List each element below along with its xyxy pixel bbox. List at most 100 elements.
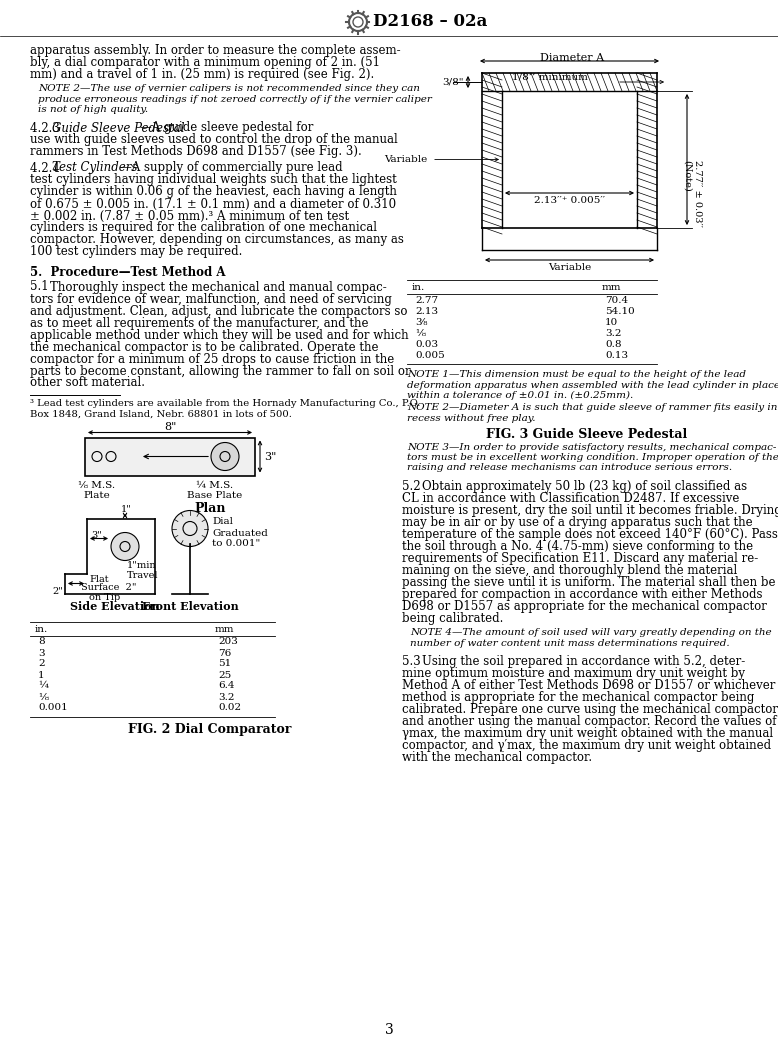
Text: tors for evidence of wear, malfunction, and need of servicing: tors for evidence of wear, malfunction, … (30, 293, 392, 305)
Text: ³ Lead test cylinders are available from the Hornady Manufacturing Co., P.O.: ³ Lead test cylinders are available from… (30, 400, 420, 408)
Text: and adjustment. Clean, adjust, and lubricate the compactors so: and adjustment. Clean, adjust, and lubri… (30, 305, 408, 318)
Text: bly, a dial comparator with a minimum opening of 2 in. (51: bly, a dial comparator with a minimum op… (30, 56, 380, 69)
Text: Side Elevation: Side Elevation (70, 602, 159, 612)
Text: Box 1848, Grand Island, Nebr. 68801 in lots of 500.: Box 1848, Grand Island, Nebr. 68801 in l… (30, 409, 292, 418)
Text: 2.13′′⁺ 0.005′′: 2.13′′⁺ 0.005′′ (534, 196, 605, 205)
Text: Plate: Plate (83, 490, 110, 500)
Text: 10: 10 (605, 318, 619, 327)
Text: Flat: Flat (89, 575, 109, 584)
Text: other soft material.: other soft material. (30, 377, 145, 389)
Text: 3: 3 (38, 649, 44, 658)
Text: 3": 3" (91, 531, 102, 539)
Text: within a tolerance of ±0.01 in. (±0.25mm).: within a tolerance of ±0.01 in. (±0.25mm… (407, 391, 633, 400)
Text: 3/8": 3/8" (443, 77, 464, 86)
Text: 1/8’’ minimum: 1/8’’ minimum (512, 72, 588, 81)
Text: in.: in. (35, 625, 48, 634)
Text: produce erroneous readings if not zeroed correctly of if the vernier caliper: produce erroneous readings if not zeroed… (38, 95, 432, 103)
Text: 0.03: 0.03 (415, 340, 438, 349)
Text: Front Elevation: Front Elevation (142, 602, 238, 612)
Bar (85, 437, 255, 476)
Text: may be in air or by use of a drying apparatus such that the: may be in air or by use of a drying appa… (402, 516, 752, 529)
Text: 4.2.4: 4.2.4 (30, 161, 64, 175)
Text: NOTE 2—Diameter A is such that guide sleeve of rammer fits easily into: NOTE 2—Diameter A is such that guide sle… (407, 404, 778, 412)
Text: 54.10: 54.10 (605, 307, 635, 316)
Text: of 0.675 ± 0.005 in. (17.1 ± 0.1 mm) and a diameter of 0.310: of 0.675 ± 0.005 in. (17.1 ± 0.1 mm) and… (30, 198, 396, 210)
Text: mm) and a travel of 1 in. (25 mm) is required (see Fig. 2).: mm) and a travel of 1 in. (25 mm) is req… (30, 68, 374, 81)
Text: ± 0.002 in. (7.87 ± 0.05 mm).³ A minimum of ten test: ± 0.002 in. (7.87 ± 0.05 mm).³ A minimum… (30, 209, 349, 223)
Text: ¼: ¼ (38, 682, 48, 690)
Text: use with guide sleeves used to control the drop of the manual: use with guide sleeves used to control t… (30, 133, 398, 147)
Text: on Tip: on Tip (89, 593, 121, 603)
Text: compactor, and γ′max, the maximum dry unit weight obtained: compactor, and γ′max, the maximum dry un… (402, 739, 771, 752)
Text: mm: mm (215, 625, 234, 634)
Text: requirements of Specification E11. Discard any material re-: requirements of Specification E11. Disca… (402, 552, 759, 565)
Text: CL in accordance with Classification D2487. If excessive: CL in accordance with Classification D24… (402, 492, 739, 505)
Text: γmax, the maximum dry unit weight obtained with the manual: γmax, the maximum dry unit weight obtain… (402, 727, 773, 740)
Text: maining on the sieve, and thoroughly blend the material: maining on the sieve, and thoroughly ble… (402, 564, 738, 577)
Text: Test Cylinders: Test Cylinders (52, 161, 138, 175)
Text: Plan: Plan (194, 503, 226, 515)
Text: ⅛ M.S.: ⅛ M.S. (79, 481, 116, 489)
Text: 3": 3" (264, 452, 276, 461)
Text: 5.  Procedure—Test Method A: 5. Procedure—Test Method A (30, 265, 226, 279)
Text: applicable method under which they will be used and for which: applicable method under which they will … (30, 329, 408, 341)
Text: 0.02: 0.02 (218, 704, 241, 712)
Text: recess without free play.: recess without free play. (407, 414, 535, 423)
Text: 3⁄₈: 3⁄₈ (415, 318, 427, 327)
Text: temperature of the sample does not exceed 140°F (60°C). Pass: temperature of the sample does not excee… (402, 528, 778, 541)
Text: is not of high quality.: is not of high quality. (38, 105, 148, 115)
Text: number of water content unit mass determinations required.: number of water content unit mass determ… (410, 638, 730, 648)
Text: 3.2: 3.2 (218, 692, 234, 702)
Text: raising and release mechanisms can introduce serious errors.: raising and release mechanisms can intro… (407, 463, 732, 473)
Text: D2168 – 02a: D2168 – 02a (373, 14, 487, 30)
Text: Obtain approximately 50 lb (23 kg) of soil classified as: Obtain approximately 50 lb (23 kg) of so… (422, 480, 747, 493)
Text: mine optimum moisture and maximum dry unit weight by: mine optimum moisture and maximum dry un… (402, 667, 745, 680)
Text: 8": 8" (164, 423, 176, 432)
Text: parts to become constant, allowing the rammer to fall on soil or: parts to become constant, allowing the r… (30, 364, 411, 378)
Text: 5.3: 5.3 (402, 655, 421, 668)
Text: deformation apparatus when assembled with the lead cylinder in place,: deformation apparatus when assembled wit… (407, 381, 778, 389)
Text: 2.77: 2.77 (415, 296, 438, 305)
Text: and another using the manual compactor. Record the values of: and another using the manual compactor. … (402, 715, 776, 728)
Text: 100 test cylinders may be required.: 100 test cylinders may be required. (30, 246, 243, 258)
Text: 2.13: 2.13 (415, 307, 438, 316)
Text: 203: 203 (218, 637, 238, 646)
Text: 25: 25 (218, 670, 231, 680)
Circle shape (211, 442, 239, 471)
Text: 3: 3 (384, 1023, 394, 1037)
Text: tors must be in excellent working condition. Improper operation of the: tors must be in excellent working condit… (407, 453, 778, 462)
Text: 1"min: 1"min (127, 560, 156, 569)
Text: cylinders is required for the calibration of one mechanical: cylinders is required for the calibratio… (30, 222, 377, 234)
Text: mm: mm (602, 283, 622, 291)
Text: 70.4: 70.4 (605, 296, 628, 305)
Text: 2: 2 (38, 660, 44, 668)
Text: 5.1: 5.1 (30, 280, 48, 294)
Text: compactor. However, depending on circumstances, as many as: compactor. However, depending on circums… (30, 233, 404, 247)
Text: 1: 1 (38, 670, 44, 680)
Text: 2": 2" (52, 586, 63, 595)
Text: Diameter A: Diameter A (540, 53, 604, 64)
Text: 0.8: 0.8 (605, 340, 622, 349)
Text: —A guide sleeve pedestal for: —A guide sleeve pedestal for (140, 122, 314, 134)
Text: Variable: Variable (384, 155, 427, 164)
Text: 76: 76 (218, 649, 231, 658)
Text: 0.13: 0.13 (605, 351, 628, 360)
Text: Dial: Dial (212, 516, 233, 526)
Text: ⅛: ⅛ (38, 692, 48, 702)
Text: Base Plate: Base Plate (187, 490, 243, 500)
Text: Surface  2": Surface 2" (81, 584, 136, 592)
Text: 4.2.3: 4.2.3 (30, 122, 64, 134)
Text: Using the soil prepared in accordance with 5.2, deter-: Using the soil prepared in accordance wi… (422, 655, 745, 668)
Text: Travel: Travel (127, 570, 159, 580)
Text: method is appropriate for the mechanical compactor being: method is appropriate for the mechanical… (402, 691, 755, 704)
Text: cylinder is within 0.06 g of the heaviest, each having a length: cylinder is within 0.06 g of the heavies… (30, 185, 397, 199)
Bar (502, 91, 637, 228)
Text: in.: in. (412, 283, 426, 291)
Text: 1": 1" (121, 505, 132, 513)
Text: moisture is present, dry the soil until it becomes friable. Drying: moisture is present, dry the soil until … (402, 504, 778, 517)
Text: NOTE 2—The use of vernier calipers is not recommended since they can: NOTE 2—The use of vernier calipers is no… (38, 84, 420, 93)
Text: Guide Sleeve Pedestal: Guide Sleeve Pedestal (52, 122, 184, 134)
Text: NOTE 1—This dimension must be equal to the height of the lead: NOTE 1—This dimension must be equal to t… (407, 370, 746, 379)
Text: the soil through a No. 4 (4.75-mm) sieve conforming to the: the soil through a No. 4 (4.75-mm) sieve… (402, 540, 753, 553)
Text: test cylinders having individual weights such that the lightest: test cylinders having individual weights… (30, 174, 397, 186)
